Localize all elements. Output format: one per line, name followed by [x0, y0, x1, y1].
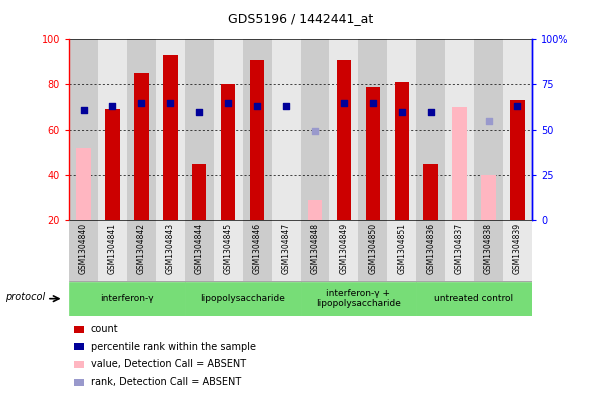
Point — [281, 103, 291, 109]
Text: interferon-γ: interferon-γ — [100, 294, 154, 303]
Bar — [134, 73, 148, 220]
Point — [195, 108, 204, 115]
Point — [368, 99, 377, 106]
Text: GSM1304841: GSM1304841 — [108, 222, 117, 274]
Bar — [185, 220, 214, 281]
Bar — [337, 60, 351, 220]
Point — [136, 99, 146, 106]
Bar — [365, 87, 380, 220]
Text: GSM1304846: GSM1304846 — [252, 222, 261, 274]
Text: GSM1304851: GSM1304851 — [397, 222, 406, 274]
Text: value, Detection Call = ABSENT: value, Detection Call = ABSENT — [91, 360, 246, 369]
Bar — [272, 220, 300, 281]
Bar — [74, 361, 84, 368]
Bar — [74, 343, 84, 350]
Bar — [445, 39, 474, 220]
Bar — [74, 325, 84, 332]
Point — [426, 108, 436, 115]
Point — [310, 129, 320, 135]
Bar — [308, 200, 322, 220]
Point — [79, 107, 88, 113]
Bar — [416, 282, 532, 316]
Text: GSM1304845: GSM1304845 — [224, 222, 233, 274]
Bar — [358, 220, 387, 281]
Bar — [329, 220, 358, 281]
Bar — [503, 39, 532, 220]
Text: GSM1304838: GSM1304838 — [484, 222, 493, 274]
Bar — [69, 220, 98, 281]
Text: GSM1304837: GSM1304837 — [455, 222, 464, 274]
Bar — [243, 220, 272, 281]
Bar — [221, 84, 236, 220]
Bar — [503, 220, 532, 281]
Bar — [387, 39, 416, 220]
Bar — [74, 378, 84, 386]
Bar — [300, 220, 329, 281]
Text: GSM1304850: GSM1304850 — [368, 222, 377, 274]
Point — [224, 99, 233, 106]
Bar — [156, 39, 185, 220]
Text: GSM1304840: GSM1304840 — [79, 222, 88, 274]
Bar — [474, 39, 503, 220]
Bar — [481, 175, 496, 220]
Text: GSM1304843: GSM1304843 — [166, 222, 175, 274]
Bar — [127, 39, 156, 220]
Bar — [185, 39, 214, 220]
Text: lipopolysaccharide: lipopolysaccharide — [200, 294, 285, 303]
Bar — [272, 39, 300, 220]
Bar — [214, 220, 243, 281]
Bar — [69, 39, 98, 220]
Bar — [387, 220, 416, 281]
Bar — [445, 220, 474, 281]
Text: count: count — [91, 324, 118, 334]
Bar — [510, 100, 525, 220]
Point — [484, 118, 493, 124]
Bar — [76, 148, 91, 220]
Bar — [424, 163, 438, 220]
Point — [397, 108, 406, 115]
Point — [165, 99, 175, 106]
Text: untreated control: untreated control — [435, 294, 514, 303]
Text: GSM1304847: GSM1304847 — [281, 222, 290, 274]
Point — [252, 103, 262, 109]
Bar — [69, 282, 185, 316]
Text: percentile rank within the sample: percentile rank within the sample — [91, 342, 256, 352]
Bar — [243, 39, 272, 220]
Text: interferon-γ +
lipopolysaccharide: interferon-γ + lipopolysaccharide — [316, 289, 401, 309]
Bar — [416, 220, 445, 281]
Bar — [98, 39, 127, 220]
Text: GDS5196 / 1442441_at: GDS5196 / 1442441_at — [228, 12, 373, 25]
Text: GSM1304836: GSM1304836 — [426, 222, 435, 274]
Bar — [300, 39, 329, 220]
Bar — [453, 107, 467, 220]
Bar — [156, 220, 185, 281]
Bar — [250, 60, 264, 220]
Bar — [358, 39, 387, 220]
Bar — [192, 163, 207, 220]
Bar — [416, 39, 445, 220]
Bar — [105, 109, 120, 220]
Bar — [163, 55, 177, 220]
Bar — [185, 282, 300, 316]
Text: GSM1304849: GSM1304849 — [340, 222, 349, 274]
Text: GSM1304839: GSM1304839 — [513, 222, 522, 274]
Text: rank, Detection Call = ABSENT: rank, Detection Call = ABSENT — [91, 377, 241, 387]
Bar — [127, 220, 156, 281]
Point — [339, 99, 349, 106]
Bar — [474, 220, 503, 281]
Point — [513, 103, 522, 109]
Bar — [214, 39, 243, 220]
Text: GSM1304842: GSM1304842 — [137, 222, 146, 274]
Bar — [300, 282, 416, 316]
Text: protocol: protocol — [5, 292, 46, 302]
Bar — [394, 82, 409, 220]
Point — [108, 103, 117, 109]
Bar — [329, 39, 358, 220]
Bar — [98, 220, 127, 281]
Text: GSM1304848: GSM1304848 — [311, 222, 320, 274]
Text: GSM1304844: GSM1304844 — [195, 222, 204, 274]
